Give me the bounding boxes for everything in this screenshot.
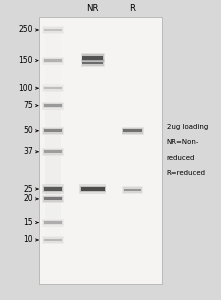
- Bar: [80, 185, 106, 193]
- Bar: [45, 155, 61, 185]
- Text: R: R: [130, 4, 136, 13]
- Bar: [42, 219, 64, 226]
- Text: NR: NR: [87, 4, 99, 13]
- Bar: [39, 17, 162, 283]
- Bar: [44, 197, 62, 200]
- Bar: [45, 33, 61, 57]
- Bar: [82, 56, 103, 59]
- Text: reduced: reduced: [167, 155, 195, 161]
- Bar: [44, 151, 62, 153]
- Bar: [123, 129, 142, 132]
- Text: NR=Non-: NR=Non-: [167, 139, 199, 145]
- Bar: [45, 226, 61, 236]
- Bar: [42, 195, 64, 203]
- Text: 37: 37: [23, 147, 33, 156]
- Text: 25: 25: [23, 184, 33, 194]
- Bar: [81, 187, 105, 191]
- Bar: [45, 64, 61, 85]
- Bar: [45, 192, 61, 195]
- Bar: [43, 58, 63, 63]
- Bar: [82, 60, 104, 66]
- Bar: [42, 127, 64, 135]
- Bar: [123, 187, 142, 193]
- Bar: [45, 202, 61, 219]
- Bar: [45, 109, 61, 127]
- Bar: [122, 186, 143, 194]
- Text: 250: 250: [18, 26, 33, 34]
- Bar: [42, 184, 64, 194]
- Bar: [43, 149, 63, 154]
- Bar: [44, 29, 62, 31]
- Text: 10: 10: [23, 236, 33, 244]
- Text: 20: 20: [23, 194, 33, 203]
- Bar: [44, 239, 62, 241]
- Bar: [42, 101, 64, 110]
- Text: 15: 15: [23, 218, 33, 227]
- Text: 100: 100: [18, 84, 33, 93]
- Bar: [42, 236, 64, 244]
- Bar: [82, 61, 103, 64]
- Bar: [81, 53, 105, 62]
- Bar: [45, 91, 61, 102]
- Bar: [81, 59, 105, 67]
- Bar: [122, 127, 144, 135]
- Bar: [43, 86, 63, 91]
- Text: 75: 75: [23, 101, 33, 110]
- Bar: [44, 59, 62, 62]
- Bar: [122, 128, 143, 134]
- Bar: [44, 87, 62, 89]
- Bar: [82, 54, 104, 61]
- Bar: [124, 188, 141, 191]
- Bar: [44, 187, 62, 191]
- Bar: [43, 128, 63, 134]
- Bar: [43, 27, 63, 32]
- Bar: [44, 104, 62, 107]
- Bar: [42, 26, 64, 34]
- Bar: [43, 103, 63, 108]
- Bar: [79, 184, 106, 194]
- Text: R=reduced: R=reduced: [167, 170, 206, 176]
- Bar: [43, 186, 63, 192]
- Bar: [44, 221, 62, 224]
- Text: 2ug loading: 2ug loading: [167, 124, 208, 130]
- Bar: [43, 196, 63, 202]
- Bar: [42, 57, 64, 64]
- Bar: [42, 84, 64, 92]
- Text: 50: 50: [23, 126, 33, 135]
- Bar: [42, 148, 64, 156]
- Bar: [43, 238, 63, 242]
- Text: 150: 150: [18, 56, 33, 65]
- Bar: [43, 220, 63, 225]
- Bar: [44, 129, 62, 132]
- Bar: [45, 134, 61, 148]
